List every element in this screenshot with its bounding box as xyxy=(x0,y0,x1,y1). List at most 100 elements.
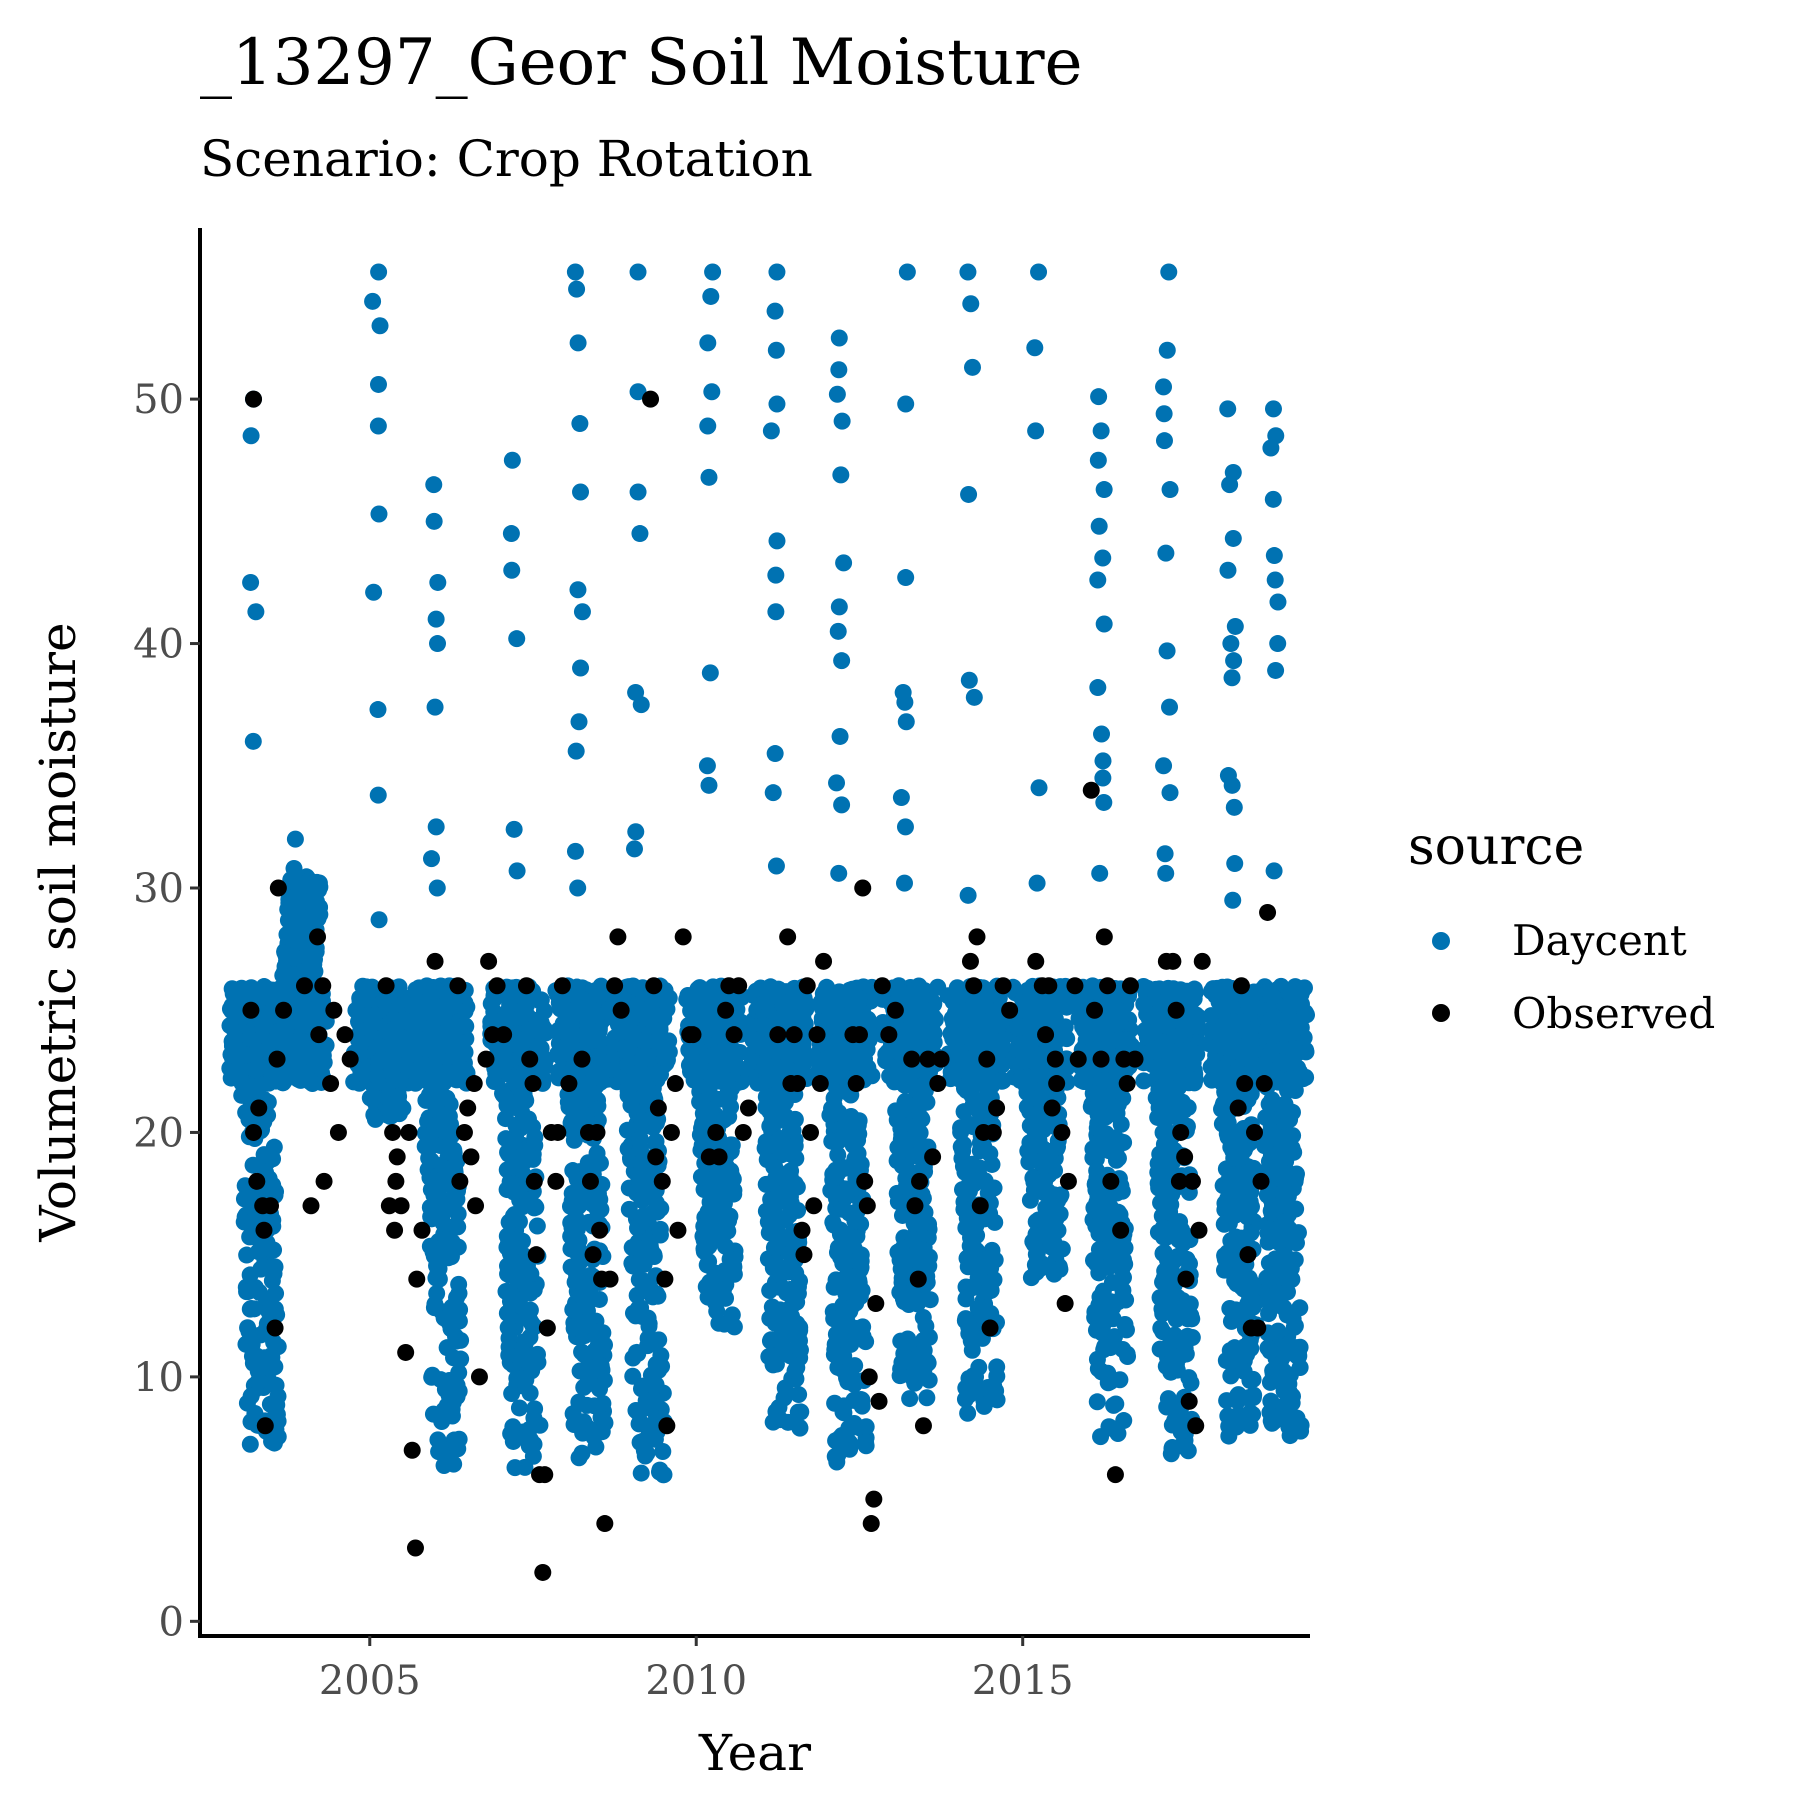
daycent-point xyxy=(767,857,785,875)
daycent-point xyxy=(894,1269,912,1287)
daycent-point xyxy=(897,713,915,731)
daycent-point xyxy=(788,1359,806,1377)
daycent-point xyxy=(370,263,388,281)
daycent-point xyxy=(1027,422,1045,440)
daycent-point xyxy=(571,1098,589,1116)
daycent-point xyxy=(569,1245,587,1263)
daycent-point xyxy=(757,1088,775,1106)
daycent-point xyxy=(633,1377,651,1395)
daycent-point xyxy=(691,979,709,997)
daycent-point xyxy=(631,525,649,543)
daycent-point xyxy=(503,1385,521,1403)
daycent-point xyxy=(768,263,786,281)
daycent-point xyxy=(442,1248,460,1266)
daycent-point xyxy=(757,1060,775,1078)
daycent-point xyxy=(508,862,526,880)
daycent-point xyxy=(269,1428,287,1446)
daycent-point xyxy=(710,1314,728,1332)
daycent-point xyxy=(569,334,587,352)
daycent-point xyxy=(222,1046,240,1064)
daycent-point xyxy=(304,1047,322,1065)
daycent-point xyxy=(885,1066,903,1084)
daycent-point xyxy=(582,1291,600,1309)
daycent-point xyxy=(979,1283,997,1301)
daycent-point xyxy=(699,1203,717,1221)
daycent-point xyxy=(369,417,387,435)
daycent-point xyxy=(1022,1049,1040,1067)
daycent-point xyxy=(238,1246,256,1264)
daycent-point xyxy=(513,1103,531,1121)
daycent-point xyxy=(789,1278,807,1296)
daycent-point xyxy=(521,1384,539,1402)
daycent-point xyxy=(568,280,586,298)
daycent-point xyxy=(700,468,718,486)
daycent-point xyxy=(830,598,848,616)
daycent-point xyxy=(969,1299,987,1317)
daycent-point xyxy=(239,1319,257,1337)
daycent-point xyxy=(978,1066,996,1084)
daycent-point xyxy=(776,1093,794,1111)
daycent-point xyxy=(965,994,983,1012)
daycent-point xyxy=(964,1095,982,1113)
daycent-point xyxy=(914,1309,932,1327)
daycent-point xyxy=(623,1075,641,1093)
daycent-point xyxy=(848,1158,866,1176)
daycent-point xyxy=(915,1001,933,1019)
daycent-point xyxy=(1022,1006,1040,1024)
daycent-point xyxy=(430,1270,448,1288)
daycent-point xyxy=(1051,1240,1069,1258)
daycent-point xyxy=(790,1386,808,1404)
daycent-point xyxy=(583,1001,601,1019)
daycent-point xyxy=(896,818,914,836)
daycent-point xyxy=(528,1217,546,1235)
daycent-point xyxy=(1038,1153,1056,1171)
daycent-point xyxy=(766,1108,784,1126)
daycent-point xyxy=(569,581,587,599)
daycent-point xyxy=(386,1041,404,1059)
daycent-point xyxy=(647,1392,665,1410)
daycent-point xyxy=(1026,339,1044,357)
daycent-point xyxy=(242,427,260,445)
daycent-point xyxy=(442,1127,460,1145)
daycent-point xyxy=(370,1037,388,1055)
daycent-point xyxy=(504,1207,522,1225)
daycent-point xyxy=(786,1042,804,1060)
daycent-point xyxy=(959,1404,977,1422)
daycent-point xyxy=(448,1376,466,1394)
daycent-point xyxy=(830,864,848,882)
daycent-point xyxy=(765,1239,783,1257)
daycent-point xyxy=(437,1230,455,1248)
daycent-point xyxy=(365,583,383,601)
daycent-point xyxy=(370,1053,388,1071)
daycent-point xyxy=(286,1041,304,1059)
daycent-point xyxy=(954,1181,972,1199)
daycent-point xyxy=(901,1390,919,1408)
daycent-point xyxy=(764,1413,782,1431)
daycent-point xyxy=(432,1105,450,1123)
daycent-point xyxy=(502,525,520,543)
daycent-point xyxy=(427,610,445,628)
daycent-point xyxy=(703,997,721,1015)
daycent-point xyxy=(635,1272,653,1290)
daycent-point xyxy=(690,1061,708,1079)
daycent-point xyxy=(762,422,780,440)
daycent-point xyxy=(898,1159,916,1177)
daycent-point xyxy=(899,1335,917,1353)
daycent-point xyxy=(505,1183,523,1201)
daycent-point xyxy=(359,1006,377,1024)
daycent-point xyxy=(268,1306,286,1324)
daycent-point xyxy=(907,981,925,999)
daycent-point xyxy=(955,1200,973,1218)
daycent-point xyxy=(583,1157,601,1175)
daycent-point xyxy=(857,1418,875,1436)
daycent-point xyxy=(918,1389,936,1407)
daycent-point xyxy=(592,1357,610,1375)
daycent-point xyxy=(426,698,444,716)
daycent-point xyxy=(573,603,591,621)
daycent-point xyxy=(725,1181,743,1199)
daycent-point xyxy=(1018,993,1036,1011)
daycent-point xyxy=(417,993,435,1011)
daycent-point xyxy=(784,1139,802,1157)
daycent-point xyxy=(425,1299,443,1317)
daycent-point xyxy=(503,1147,521,1165)
